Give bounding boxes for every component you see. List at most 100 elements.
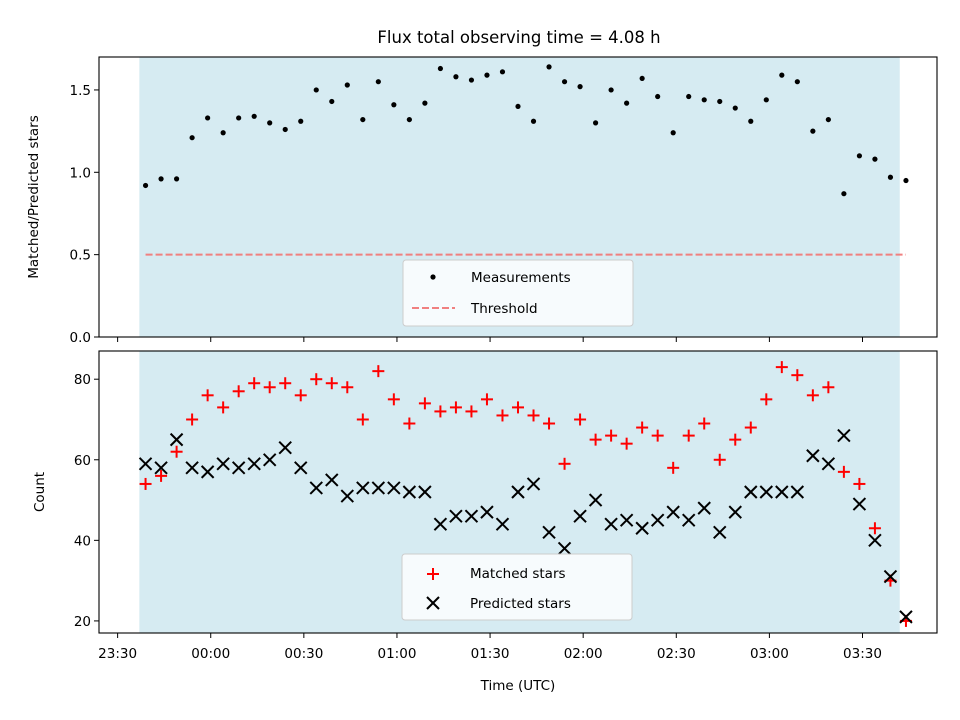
measurement-point [686,93,692,100]
measurement-point [267,120,273,126]
predicted-legend-label: Predicted stars [470,596,571,612]
x-tick-label: 02:30 [657,646,696,662]
measurement-point [763,97,769,103]
predicted-star-point [681,513,696,527]
measurement-point [360,116,366,123]
measurement-point [748,118,754,124]
predicted-star-point [728,505,742,519]
y-tick-label: 60 [74,453,91,469]
matched-star-point [558,457,571,470]
measurement-point [173,176,180,182]
predicted-star-point [340,489,355,503]
predicted-star-point [325,473,339,487]
predicted-star-point [868,533,882,548]
measurement-point [794,79,800,85]
matched-star-point [620,437,633,450]
predicted-star-point [557,541,572,556]
threshold-legend-label: Threshold [470,301,538,317]
measurement-point [189,135,195,141]
measurement-point [406,116,412,123]
matched-star-point [279,377,292,390]
ratio-y-ticks: 0.0 0.5 1.0 1.5 [70,83,99,346]
matched-star-point [651,429,664,442]
predicted-star-point [387,481,401,495]
ratio-y-axis-label: Matched/Predicted stars [26,115,42,278]
measurement-point [779,72,785,78]
predicted-star-point [542,525,556,539]
measurement-point [205,115,211,121]
x-axis-label: Time (UTC) [480,678,556,694]
matched-star-point [310,373,323,386]
measurement-point [624,100,630,106]
predicted-star-point [200,465,215,479]
predicted-star-point [604,517,618,531]
measurement-point [546,64,552,70]
matched-star-point [589,433,602,446]
predicted-star-point [247,457,261,471]
predicted-star-point [138,457,153,471]
ratio-x-ticks [117,337,864,342]
measurement-point [422,100,428,106]
matched-star-point [543,417,556,430]
measurement-point [329,98,335,105]
predicted-star-point [418,485,432,499]
x-tick-label: 00:00 [191,646,230,662]
measurement-points [142,64,909,197]
predicted-star-point [464,509,479,523]
matched-star-point [263,381,276,394]
matched-star-point [155,469,168,482]
measurement-point [499,69,506,75]
measurement-point [810,128,816,134]
measurement-point [903,177,909,184]
predicted-star-point [635,521,649,535]
count-axes-frame [98,350,938,634]
y-tick-label: 20 [74,614,91,630]
predicted-star-point [511,485,525,499]
measurement-point [220,130,226,136]
measurement-point [236,115,242,121]
predicted-star-point [231,461,246,475]
predicted-star-point [790,485,805,499]
matched-star-point [139,477,152,490]
predicted-star-point [697,501,711,515]
predicted-star-point [262,453,277,467]
predicted-legend-marker [426,596,440,610]
predicted-star-point [588,493,603,507]
matched-legend-label: Matched stars [470,566,566,582]
matched-star-point [806,389,819,402]
count-panel: 20 40 60 80 23:30 00:00 00:30 01:00 01:30 02:00 0… [32,350,938,694]
y-tick-label: 1.0 [70,165,91,181]
x-tick-label: 01:30 [471,646,510,662]
predicted-star-point [573,509,587,523]
figure-title: Flux total observing time = 4.08 h [377,28,660,47]
matched-star-point [868,522,881,535]
predicted-star-point [402,485,417,499]
x-tick-label: 01:00 [378,646,417,662]
matched-star-point [449,401,462,414]
matched-star-point [698,417,711,430]
measurement-point [825,116,831,123]
measurement-point [282,126,288,133]
predicted-star-point [480,505,494,519]
measurement-point [841,191,847,197]
matched-star-point [418,397,431,410]
measurement-point [655,93,661,100]
matched-star-point [682,429,695,442]
y-tick-label: 0.0 [70,330,91,346]
matched-star-point [434,405,447,418]
matched-star-point [294,389,307,402]
matched-stars-points [139,361,912,627]
matched-star-point [387,393,400,406]
ratio-axes-frame [98,56,938,338]
predicted-star-point [899,610,913,624]
matched-star-point [605,429,618,442]
predicted-star-point [821,457,836,471]
matched-star-point [837,465,850,478]
matched-star-point [760,393,773,406]
predicted-star-point [619,513,634,527]
matched-star-point [325,377,338,390]
matched-star-point [186,413,199,426]
measurement-point [158,176,164,182]
matched-star-point [403,417,416,430]
